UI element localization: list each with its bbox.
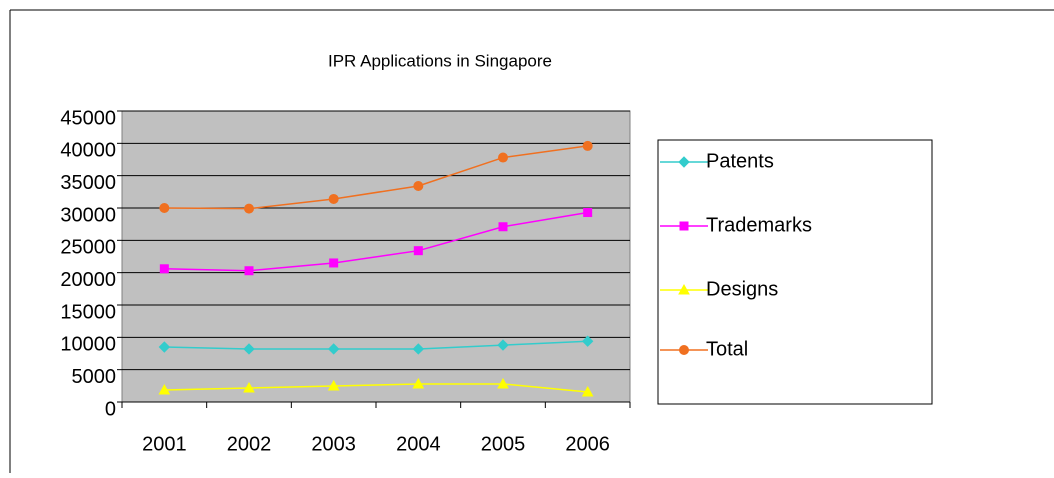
legend-marker	[679, 345, 689, 355]
y-tick-label: 15000	[60, 301, 116, 323]
series-line	[164, 211, 588, 272]
y-tick-label: 10000	[60, 334, 116, 356]
marker	[581, 385, 594, 397]
marker	[243, 343, 255, 355]
legend-label: Trademarks	[706, 214, 812, 236]
chart-title: IPR Applications in Singapore	[328, 51, 552, 70]
series-line	[164, 145, 588, 210]
x-tick-label: 2002	[227, 433, 272, 455]
x-tick-label: 2005	[481, 433, 526, 455]
marker	[327, 343, 340, 355]
marker	[412, 343, 425, 355]
y-tick-label: 20000	[60, 269, 116, 291]
marker	[158, 383, 171, 395]
marker	[244, 203, 254, 214]
series-line	[164, 383, 588, 393]
marker	[159, 264, 169, 274]
marker	[328, 193, 339, 204]
legend-marker	[679, 221, 689, 231]
x-tick-label: 2006	[565, 433, 610, 455]
series-line	[164, 340, 588, 350]
marker	[581, 335, 594, 347]
marker	[498, 152, 508, 163]
y-tick-label: 40000	[60, 140, 116, 162]
y-tick-label: 30000	[60, 204, 116, 226]
legend-label: Total	[706, 338, 748, 360]
marker	[327, 379, 340, 391]
marker	[243, 381, 255, 393]
marker	[412, 377, 425, 389]
y-tick-label: 45000	[60, 107, 116, 129]
x-tick-label: 2003	[311, 433, 356, 455]
marker	[413, 246, 423, 256]
marker	[413, 181, 424, 192]
y-tick-label: 35000	[60, 172, 116, 194]
marker	[583, 208, 593, 218]
marker	[329, 258, 339, 268]
legend-label: Designs	[706, 278, 778, 300]
marker	[497, 377, 509, 389]
marker	[498, 222, 508, 232]
legend-marker	[678, 156, 690, 168]
y-tick-label: 0	[105, 398, 116, 420]
marker	[497, 339, 509, 351]
marker	[582, 140, 593, 151]
x-tick-label: 2001	[142, 433, 187, 455]
legend-marker	[678, 283, 690, 295]
legend	[657, 139, 933, 405]
x-tick-label: 2004	[396, 433, 441, 455]
y-tick-label: 25000	[60, 237, 116, 259]
marker	[158, 341, 171, 353]
marker	[159, 203, 170, 213]
y-tick-label: 5000	[72, 366, 117, 388]
legend-label: Patents	[706, 150, 774, 172]
marker	[244, 266, 254, 276]
